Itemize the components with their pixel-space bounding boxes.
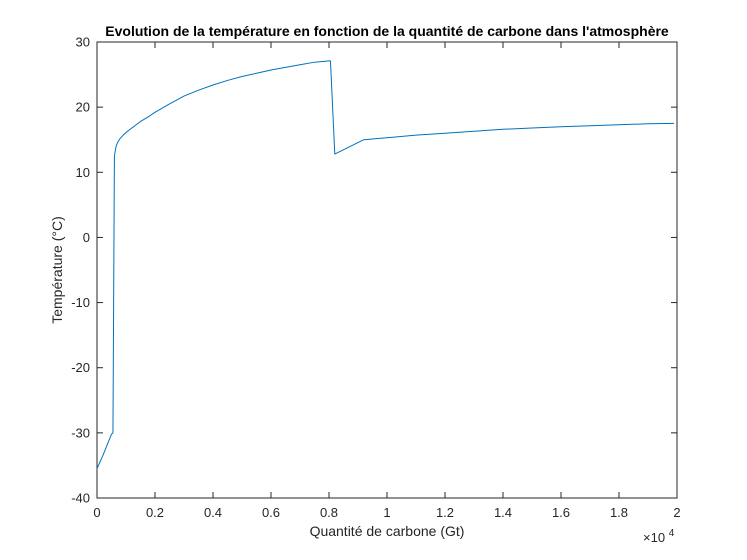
x-tick-label: 1.6 — [552, 505, 570, 520]
x-tick-label: 1 — [383, 505, 390, 520]
axis-ticks: 0 0.2 0.4 0.6 0.8 1 1.2 1.4 1.6 1.8 2 -40 -30 -20 -10 0… — [71, 35, 680, 521]
x-tick-label: 1.4 — [494, 505, 512, 520]
plot-area — [96, 41, 678, 499]
x-tick-label: 2 — [673, 505, 680, 520]
y-tick-label: 10 — [76, 165, 90, 180]
x-tick-label: 0.6 — [262, 505, 280, 520]
y-tick-label: -30 — [71, 425, 90, 440]
x-axis-exponent-power: 4 — [669, 528, 675, 539]
y-tick-label: -20 — [71, 360, 90, 375]
y-tick-label: -40 — [71, 491, 90, 506]
y-axis-title: Température (°C) — [49, 216, 65, 324]
x-tick-label: 0.4 — [204, 505, 222, 520]
y-tick-label: 30 — [76, 35, 90, 50]
x-tick-label: 0.2 — [146, 505, 164, 520]
y-tick-label: 0 — [83, 230, 90, 245]
x-tick-label: 1.8 — [610, 505, 628, 520]
y-tick-label: 20 — [76, 100, 90, 115]
chart-title: Evolution de la température en fonction … — [105, 23, 669, 39]
series-group — [96, 60, 675, 469]
x-tick-label: 0 — [93, 505, 100, 520]
x-tick-label: 0.8 — [320, 505, 338, 520]
x-axis-exponent-base: ×10 — [643, 530, 665, 545]
series-line — [96, 60, 675, 469]
y-tick-label: -10 — [71, 295, 90, 310]
x-axis-exponent-label: ×10 4 — [643, 528, 675, 545]
x-tick-label: 1.2 — [436, 505, 454, 520]
axes-box — [96, 41, 678, 499]
x-axis-title: Quantité de carbone (Gt) — [310, 523, 465, 539]
